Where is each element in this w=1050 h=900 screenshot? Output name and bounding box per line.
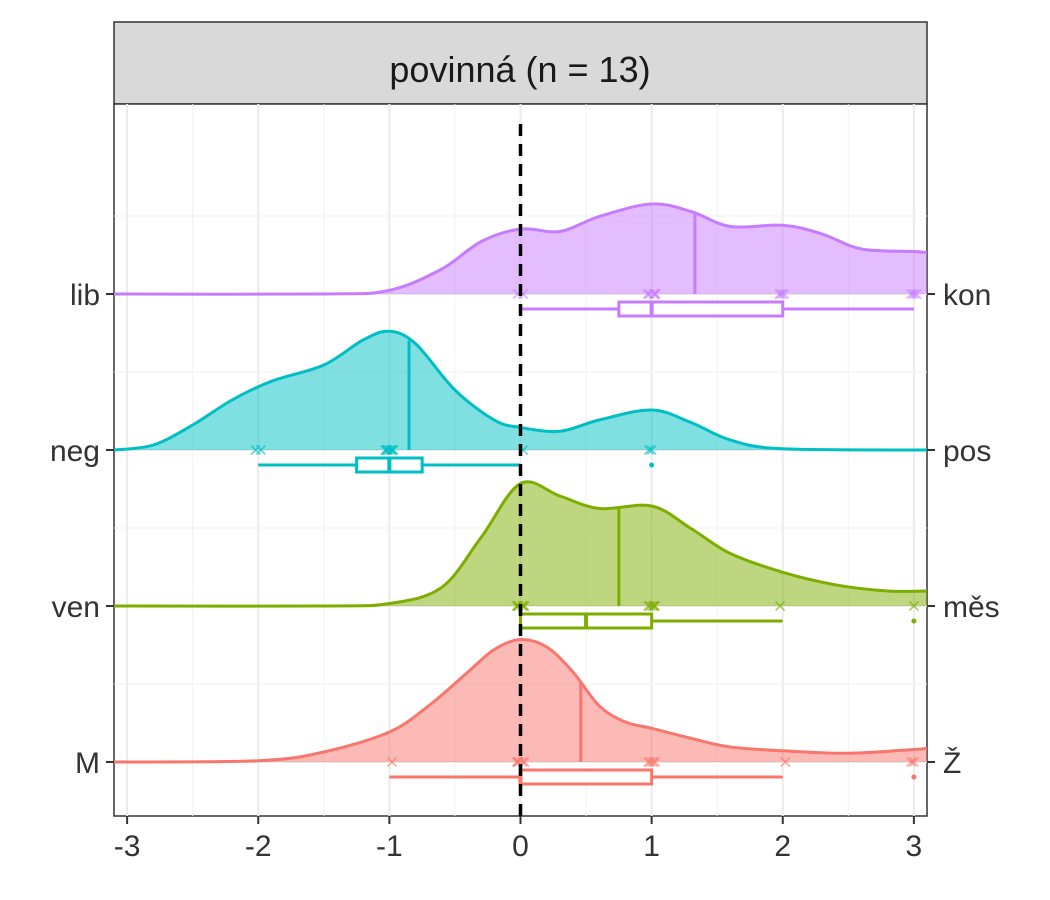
point-M (386, 756, 398, 768)
point-M (647, 756, 659, 768)
point-stroke (906, 756, 917, 768)
point-neg (250, 444, 261, 456)
point-lib (908, 288, 920, 300)
point-stroke (908, 288, 920, 300)
point-neg (382, 444, 394, 456)
point-neg (380, 444, 392, 456)
point-M (906, 756, 917, 768)
x-tick-label: 2 (774, 830, 791, 863)
point-stroke (649, 600, 660, 612)
point-stroke (645, 600, 656, 612)
point-stroke (250, 444, 261, 456)
x-tick-label: 3 (906, 830, 923, 863)
density-line-ven (113, 480, 928, 608)
y-label-left: lib (70, 279, 100, 312)
y-label-right: pos (943, 435, 991, 468)
density-line-neg (113, 329, 928, 452)
point-neg (643, 444, 655, 456)
point-lib (906, 288, 917, 300)
outlier-ven (911, 618, 917, 624)
point-ven (774, 600, 786, 612)
facet-label: povinná (n = 13) (389, 49, 650, 90)
point-stroke (643, 756, 654, 768)
point-M (908, 756, 920, 768)
box-lib (617, 300, 785, 318)
point-stroke (386, 756, 398, 768)
density-area-ven (114, 481, 927, 607)
point-stroke (646, 444, 657, 456)
point-M (643, 756, 654, 768)
x-tick-label: -2 (245, 830, 272, 863)
density-line-M (113, 637, 928, 764)
point-stroke (647, 756, 659, 768)
point-M (645, 756, 656, 768)
point-lib (776, 288, 787, 300)
point-lib (648, 288, 659, 300)
x-tick-label: -3 (114, 830, 141, 863)
point-stroke (513, 756, 524, 768)
point-stroke (645, 756, 656, 768)
point-stroke (380, 444, 392, 456)
outlier-M (911, 774, 917, 780)
point-stroke (513, 600, 524, 612)
x-tick-label: 0 (512, 830, 529, 863)
y-label-left: ven (52, 591, 100, 624)
point-M (780, 756, 791, 768)
density-line-lib (113, 202, 928, 296)
point-stroke (778, 288, 790, 300)
point-stroke (776, 288, 787, 300)
point-neg (646, 444, 657, 456)
point-stroke (780, 756, 791, 768)
point-stroke (649, 288, 661, 300)
point-stroke (385, 444, 396, 456)
x-tick-label: -1 (376, 830, 403, 863)
x-tick-label: 1 (643, 830, 660, 863)
box-plots (258, 300, 917, 786)
outlier-neg (649, 462, 655, 468)
y-label-left: neg (50, 435, 100, 468)
point-stroke (774, 600, 786, 612)
point-lib (649, 288, 661, 300)
point-lib (774, 288, 785, 300)
point-ven (645, 600, 656, 612)
point-neg (385, 444, 396, 456)
point-stroke (382, 444, 394, 456)
facet-strip (113, 21, 928, 105)
point-stroke (908, 600, 920, 612)
point-ven (649, 600, 660, 612)
point-stroke (647, 600, 659, 612)
density-area-M (114, 639, 927, 762)
point-lib (778, 288, 790, 300)
point-stroke (908, 756, 920, 768)
box-M (519, 768, 654, 786)
point-ven (647, 600, 659, 612)
point-stroke (648, 288, 659, 300)
y-label-right: Ž (943, 747, 961, 780)
y-label-left: M (75, 747, 100, 780)
point-stroke (906, 288, 917, 300)
y-label-right: měs (943, 591, 1000, 624)
y-label-right: kon (943, 279, 991, 312)
point-stroke (643, 444, 655, 456)
point-ven (908, 600, 920, 612)
point-stroke (774, 288, 785, 300)
density-area-neg (114, 331, 927, 450)
